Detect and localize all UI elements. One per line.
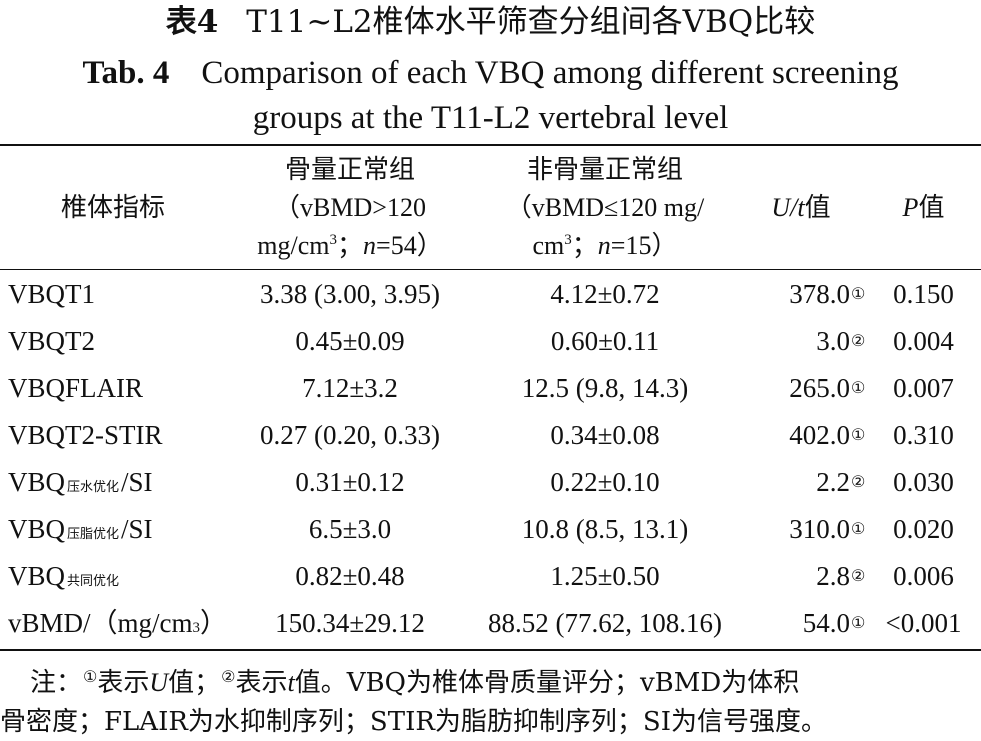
table-caption-cn: T11~L2椎体水平筛查分组间各VBQ比较 bbox=[246, 4, 816, 40]
test-marker: ② bbox=[851, 333, 866, 350]
table-title-en: Tab. 4 Comparison of each VBQ among diffe… bbox=[0, 51, 981, 141]
cell-p-value: <0.001 bbox=[885, 608, 962, 638]
table-title-cn: 表4 T11~L2椎体水平筛查分组间各VBQ比较 bbox=[0, 2, 981, 42]
cell-indicator: vBMD/（mg/cm3） bbox=[8, 608, 228, 638]
table-caption-en-line2: groups at the T11-L2 vertebral level bbox=[252, 100, 729, 136]
cell-indicator: VBQ 共同优化 bbox=[8, 561, 120, 591]
cell-stat: 265.0 ① bbox=[789, 365, 865, 412]
cell-p-value: 0.007 bbox=[893, 373, 954, 403]
table-number-cn: 表4 bbox=[165, 4, 219, 40]
cell-abnormal-group: 0.22±0.10 bbox=[550, 467, 660, 497]
header-indicator: 椎体指标 bbox=[60, 193, 165, 223]
cell-p-value: 0.004 bbox=[893, 326, 954, 356]
table-caption-en-line1: Comparison of each VBQ among different s… bbox=[201, 55, 899, 91]
cell-p-value: 0.006 bbox=[893, 561, 954, 591]
cell-abnormal-group: 4.12±0.72 bbox=[550, 279, 660, 309]
table-row: VBQ 共同优化 0.82±0.48 1.25±0.50 2.8 ② 0.006 bbox=[0, 553, 981, 600]
cell-p-value: 0.020 bbox=[893, 514, 954, 544]
footnote-line1: 注：①表示U值；②表示t值。VBQ为椎体骨质量评分；vBMD为体积 bbox=[30, 667, 800, 698]
test-marker: ① bbox=[851, 380, 866, 397]
cell-stat: 54.0 ① bbox=[803, 600, 866, 647]
table-row: VBQT2-STIR 0.27 (0.20, 0.33) 0.34±0.08 402.… bbox=[0, 412, 981, 459]
table-row: VBQFLAIR 7.12±3.2 12.5 (9.8, 14.3) 265.0 ① 0.… bbox=[0, 365, 981, 412]
cell-abnormal-group: 88.52 (77.62, 108.16) bbox=[488, 608, 722, 638]
cell-stat: 2.2 ② bbox=[816, 459, 865, 506]
test-marker: ① bbox=[851, 615, 866, 632]
cell-normal-group: 6.5±3.0 bbox=[308, 514, 392, 544]
header-normal-group: 骨量正常组 （vBMD>120 mg/cm3；n=54） bbox=[257, 155, 443, 260]
cell-stat: 378.0 ① bbox=[789, 271, 865, 318]
footnote-line2: 骨密度；FLAIR为水抑制序列；STIR为脂肪抑制序列；SI为信号强度。 bbox=[0, 707, 828, 737]
cell-indicator: VBQ 压脂优化/SI bbox=[8, 514, 153, 544]
cell-indicator: VBQFLAIR bbox=[8, 373, 144, 403]
cell-abnormal-group: 0.60±0.11 bbox=[550, 326, 660, 356]
cell-stat: 310.0 ① bbox=[789, 506, 865, 553]
header-rule bbox=[0, 269, 981, 270]
cell-normal-group: 150.34±29.12 bbox=[275, 608, 425, 638]
test-marker: ① bbox=[851, 286, 866, 303]
cell-indicator: VBQT2 bbox=[8, 326, 95, 356]
cell-indicator: VBQ 压水优化/SI bbox=[8, 467, 153, 497]
cell-indicator: VBQT1 bbox=[8, 279, 95, 309]
test-marker: ① bbox=[851, 521, 866, 538]
table-number-en: Tab. 4 bbox=[82, 55, 170, 91]
header-stat: U/t值 bbox=[771, 193, 831, 223]
cell-normal-group: 3.38 (3.00, 3.95) bbox=[260, 279, 440, 309]
table-row: VBQT2 0.45±0.09 0.60±0.11 3.0 ② 0.004 bbox=[0, 318, 981, 365]
cell-normal-group: 0.31±0.12 bbox=[295, 467, 405, 497]
table-row: VBQT1 3.38 (3.00, 3.95) 4.12±0.72 378.0 ① 0.1… bbox=[0, 271, 981, 318]
test-marker: ② bbox=[851, 568, 866, 585]
top-rule bbox=[0, 144, 981, 146]
cell-normal-group: 0.45±0.09 bbox=[295, 326, 405, 356]
bottom-rule bbox=[0, 649, 981, 651]
test-marker: ② bbox=[851, 474, 866, 491]
cell-normal-group: 0.82±0.48 bbox=[295, 561, 405, 591]
table-footnote: 注：①表示U值；②表示t值。VBQ为椎体骨质量评分；vBMD为体积 骨密度；FL… bbox=[0, 664, 975, 741]
cell-stat: 402.0 ① bbox=[789, 412, 865, 459]
cell-abnormal-group: 0.34±0.08 bbox=[550, 420, 660, 450]
header-p: P值 bbox=[902, 193, 945, 223]
cell-normal-group: 0.27 (0.20, 0.33) bbox=[260, 420, 440, 450]
cell-stat: 2.8 ② bbox=[816, 553, 865, 600]
cell-stat: 3.0 ② bbox=[816, 318, 865, 365]
cell-indicator: VBQT2-STIR bbox=[8, 420, 163, 450]
header-abnormal-group: 非骨量正常组 （vBMD≤120 mg/ cm3；n=15） bbox=[505, 155, 705, 260]
cell-p-value: 0.150 bbox=[893, 279, 954, 309]
table-row: VBQ 压脂优化/SI 6.5±3.0 10.8 (8.5, 13.1) 310.0 ① 0… bbox=[0, 506, 981, 553]
cell-normal-group: 7.12±3.2 bbox=[302, 373, 398, 403]
test-marker: ① bbox=[851, 427, 866, 444]
table-row: vBMD/（mg/cm3） 150.34±29.12 88.52 (77.62, 1… bbox=[0, 600, 981, 647]
cell-abnormal-group: 12.5 (9.8, 14.3) bbox=[521, 373, 689, 403]
cell-p-value: 0.310 bbox=[893, 420, 954, 450]
table-row: VBQ 压水优化/SI 0.31±0.12 0.22±0.10 2.2 ② 0.030 bbox=[0, 459, 981, 506]
cell-abnormal-group: 1.25±0.50 bbox=[550, 561, 660, 591]
cell-p-value: 0.030 bbox=[893, 467, 954, 497]
cell-abnormal-group: 10.8 (8.5, 13.1) bbox=[521, 514, 689, 544]
